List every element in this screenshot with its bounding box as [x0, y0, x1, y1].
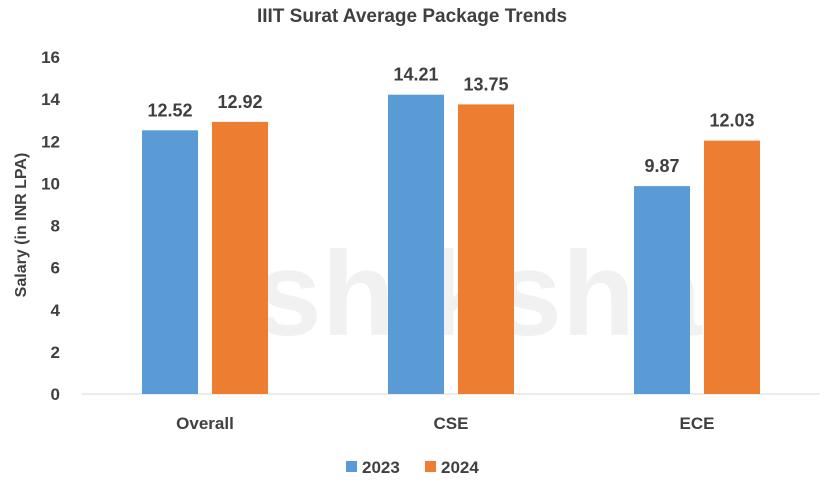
- plot-area: 0 2 4 6 8 10 12 14 16 12.52 12.92 Overall 14.21 13.75…: [41, 48, 820, 433]
- y-tick-label: 12: [41, 132, 60, 151]
- y-tick-label: 4: [51, 301, 61, 320]
- chart-title: IIIT Surat Average Package Trends: [257, 6, 567, 27]
- data-label: 13.75: [463, 74, 508, 94]
- data-label: 14.21: [393, 65, 438, 85]
- data-label: 12.92: [217, 92, 262, 112]
- legend-label: 2024: [441, 458, 479, 477]
- y-tick-label: 14: [41, 90, 60, 109]
- y-tick-label: 8: [51, 217, 60, 236]
- bar-2023-cse: [388, 94, 444, 394]
- legend-label: 2023: [362, 458, 400, 477]
- y-tick-label: 16: [41, 48, 60, 67]
- data-label: 12.03: [709, 111, 754, 131]
- bar-2023-overall: [142, 130, 198, 395]
- legend-swatch-2023: [346, 461, 357, 472]
- data-label: 12.52: [147, 100, 192, 120]
- bar-2024-cse: [458, 104, 514, 394]
- x-tick-label: Overall: [176, 414, 234, 433]
- y-tick-label: 0: [51, 385, 60, 404]
- x-tick-label: CSE: [434, 414, 469, 433]
- bar-2024-ece: [704, 140, 760, 394]
- y-tick-label: 10: [41, 174, 60, 193]
- y-tick-label: 6: [51, 259, 60, 278]
- legend-swatch-2024: [425, 461, 436, 472]
- x-tick-label: ECE: [680, 414, 715, 433]
- y-axis-label: Salary (in INR LPA): [13, 153, 30, 298]
- legend: 2023 2024: [346, 458, 479, 477]
- bar-2024-overall: [212, 121, 268, 394]
- bar-2023-ece: [634, 186, 690, 394]
- data-label: 9.87: [644, 156, 679, 176]
- y-tick-label: 2: [51, 343, 60, 362]
